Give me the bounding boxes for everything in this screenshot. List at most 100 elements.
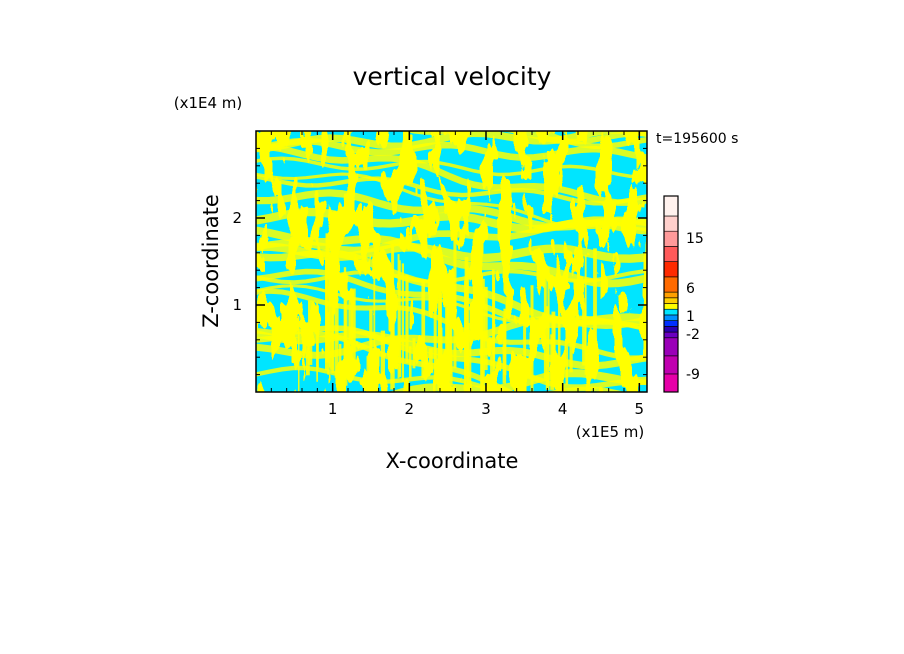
vertical-streak [545,306,550,390]
colorbar-tick-label: -2 [686,327,700,343]
vertical-streak [593,248,597,372]
chart-title: vertical velocity [353,62,552,91]
vertical-streak [438,327,443,380]
vertical-streak [523,294,527,387]
x-tick-label: 1 [328,400,338,418]
vertical-streak [483,286,488,370]
x-tick-label: 5 [635,400,645,418]
vertical-streak [366,356,371,384]
wave-band [256,174,647,206]
colorbar-band [663,276,679,293]
colorbar-tick-label: 15 [686,231,704,247]
colorbar-band [663,331,679,339]
vertical-streak [480,308,484,389]
x-tick-label: 2 [405,400,415,418]
vertical-streak [466,323,472,389]
vertical-streak [409,346,412,378]
colorbar-band [663,195,679,217]
vertical-streak [582,304,587,366]
colorbar-frame [663,195,679,393]
wave-band [256,143,647,206]
vertical-streak [338,344,342,366]
x-axis-title: X-coordinate [386,449,519,473]
wave-band [256,156,647,179]
wave-band [246,88,654,114]
time-label: t=195600 s [656,131,738,147]
plot-frame [255,130,648,393]
colorbar-band [663,303,679,310]
vertical-streak [405,274,409,363]
colorbar-band [663,326,679,333]
vertical-streak [543,264,547,382]
x-tick-label: 4 [558,400,568,418]
x-axis-ticks: 1 2 3 4 5 [270,131,645,418]
y-axis-title: Z-coordinate [199,194,223,328]
vertical-streak [502,317,507,384]
colorbar-band [663,297,679,304]
vertical-streak [329,254,334,370]
colorbar-tick-label: -9 [686,367,700,383]
vertical-streak [492,269,495,392]
colorbar-band [663,291,679,299]
y-axis-ticks: 12 [232,147,647,376]
vertical-streak [397,254,400,379]
wave-band [256,137,647,161]
vertical-streak [445,280,448,377]
vertical-streak [558,280,561,385]
vertical-streak [464,257,469,366]
colorbar-band [663,261,679,278]
vertical-streak [421,281,426,378]
y-tick-label: 2 [232,209,242,227]
vertical-streak [565,346,569,385]
colorbar [663,195,679,393]
vertical-streak [446,293,451,381]
vertical-streak [327,312,330,375]
vertical-streak [373,278,376,386]
vertical-streak [433,308,437,383]
vertical-streak [305,322,310,376]
vertical-streak [401,263,404,382]
colorbar-tick-label: 6 [686,281,695,297]
vertical-streak [437,275,442,373]
colorbar-band [663,314,679,321]
colorbar-band [663,230,679,247]
vertical-streak [490,354,492,389]
vertical-streak [325,257,328,371]
colorbar-band [663,246,679,262]
wave-band [529,131,647,149]
vertical-streak [551,311,556,373]
vertical-streak [380,330,385,385]
vertical-streak [391,243,395,373]
vertical-streak [369,309,373,385]
vertical-streak [399,335,401,377]
colorbar-band [663,355,679,375]
x-axis-unit: (x1E5 m) [576,423,645,441]
y-tick-label: 1 [232,296,242,314]
vertical-streak [569,337,573,373]
vertical-streak [530,285,534,392]
vertical-streak [316,302,318,382]
vertical-streak [412,338,416,369]
vertical-streak [343,283,348,386]
wave-band [256,391,271,392]
colorbar-band [663,320,679,327]
vertical-streak [428,348,433,370]
vertical-streak [348,294,353,375]
x-tick-label: 3 [481,400,491,418]
vertical-streak [298,316,300,392]
vertical-streak [308,300,313,365]
vertical-streak [334,304,339,378]
colorbar-band [663,337,679,357]
vertical-streak [449,298,453,375]
colorbar-band [663,308,679,316]
y-axis-unit: (x1E4 m) [174,94,243,112]
colorbar-band [663,215,679,232]
vertical-streak [453,240,457,369]
colorbar-ticks: 15 6 1 -2 -9 [686,231,704,383]
plot-area [246,88,654,392]
vertical-streak [351,288,356,376]
vertical-streak [399,260,401,373]
velocity-wave-bands [246,88,654,392]
colorbar-tick-label: 1 [686,309,695,325]
